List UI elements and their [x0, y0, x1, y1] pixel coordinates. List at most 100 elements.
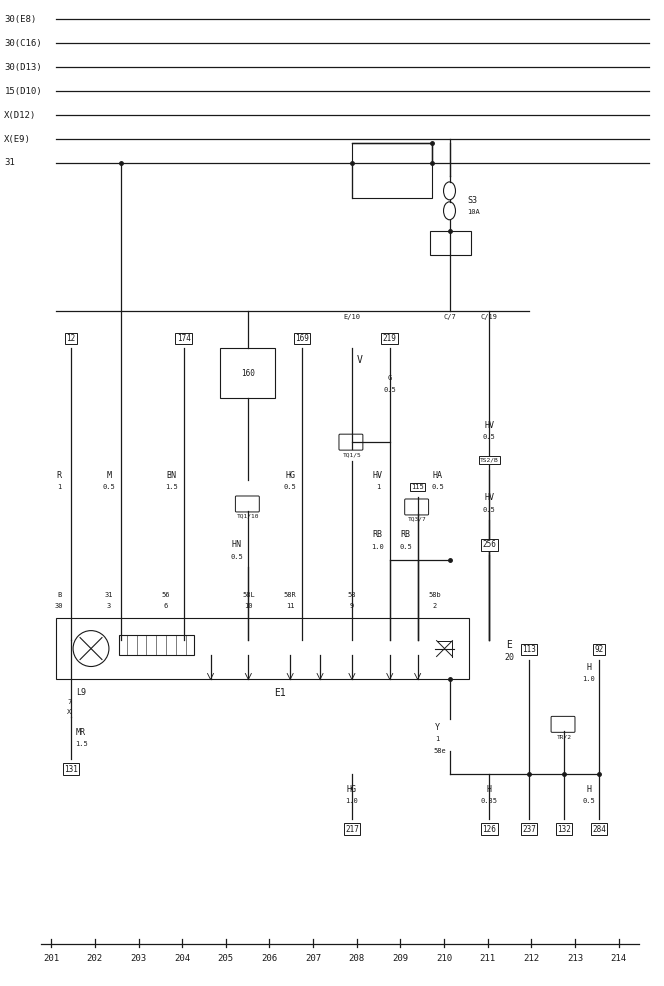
Text: 212: 212 [523, 954, 540, 963]
Text: 210: 210 [436, 954, 452, 963]
Text: HV: HV [484, 421, 494, 430]
Text: 30(E8): 30(E8) [5, 15, 37, 24]
Text: 58: 58 [348, 592, 356, 598]
Text: 20: 20 [504, 653, 514, 662]
Text: HA: HA [432, 470, 443, 479]
Text: 115: 115 [411, 484, 424, 490]
Text: 30(C16): 30(C16) [5, 38, 42, 47]
Text: L9: L9 [76, 688, 86, 697]
Text: C/7: C/7 [443, 315, 456, 320]
Text: G: G [388, 376, 392, 382]
Text: 256: 256 [483, 540, 496, 549]
Text: H: H [586, 663, 592, 672]
Text: Y: Y [435, 723, 440, 732]
Text: 56: 56 [161, 592, 170, 598]
Text: B: B [57, 592, 61, 598]
Text: 7: 7 [67, 699, 71, 705]
Text: 58R: 58R [284, 592, 297, 598]
Text: 31: 31 [5, 159, 15, 168]
Text: HV: HV [484, 493, 494, 503]
Text: V: V [357, 355, 363, 366]
Text: 160: 160 [242, 369, 255, 378]
Text: 203: 203 [130, 954, 147, 963]
Text: 174: 174 [177, 334, 191, 343]
Text: 0.5: 0.5 [483, 434, 496, 440]
Text: TQ3/7: TQ3/7 [408, 517, 427, 522]
Text: 237: 237 [522, 824, 536, 833]
Text: 0.5: 0.5 [230, 554, 243, 560]
Text: 209: 209 [392, 954, 408, 963]
Text: 219: 219 [383, 334, 396, 343]
Text: 9: 9 [350, 602, 354, 608]
Text: 208: 208 [349, 954, 365, 963]
Text: 1.0: 1.0 [371, 544, 384, 550]
Text: 202: 202 [87, 954, 103, 963]
Text: 1.0: 1.0 [345, 798, 359, 805]
Text: 131: 131 [64, 765, 78, 774]
Text: BN: BN [167, 470, 177, 479]
Text: TR/2: TR/2 [556, 735, 572, 740]
Text: 0.5: 0.5 [383, 387, 396, 393]
Text: 1.0: 1.0 [582, 676, 596, 682]
Text: HG: HG [285, 470, 295, 479]
Text: TS2/B: TS2/B [480, 458, 499, 462]
Text: 2: 2 [432, 602, 437, 608]
Text: 214: 214 [611, 954, 627, 963]
Text: 1: 1 [57, 484, 61, 490]
Text: 0.35: 0.35 [481, 798, 498, 805]
Text: 217: 217 [345, 824, 359, 833]
Text: 11: 11 [286, 602, 294, 608]
Text: 58e: 58e [433, 748, 446, 754]
Text: 30: 30 [55, 602, 63, 608]
Text: HN: HN [231, 540, 242, 549]
Text: E/10: E/10 [343, 315, 361, 320]
Text: RB: RB [400, 530, 411, 539]
Text: 30(D13): 30(D13) [5, 63, 42, 72]
Text: 169: 169 [295, 334, 309, 343]
Text: 1: 1 [376, 484, 380, 490]
Text: 205: 205 [218, 954, 234, 963]
Text: 6: 6 [163, 602, 168, 608]
Text: 1.5: 1.5 [74, 741, 88, 747]
Text: 211: 211 [480, 954, 496, 963]
Text: R: R [56, 470, 62, 479]
Text: E: E [507, 640, 512, 650]
Text: 1.5: 1.5 [165, 484, 178, 490]
Text: 0.5: 0.5 [284, 484, 297, 490]
Text: 10A: 10A [467, 209, 480, 215]
Text: 15(D10): 15(D10) [5, 87, 42, 96]
Text: 207: 207 [305, 954, 321, 963]
Text: 31: 31 [105, 592, 113, 598]
Text: 204: 204 [174, 954, 190, 963]
Text: 0.5: 0.5 [582, 798, 596, 805]
Text: X: X [67, 709, 71, 716]
Text: C/19: C/19 [481, 315, 498, 320]
Text: X(E9): X(E9) [5, 134, 31, 144]
Text: TQ1/5: TQ1/5 [343, 453, 361, 458]
Text: 0.5: 0.5 [431, 484, 444, 490]
Text: RB: RB [373, 530, 383, 539]
Text: 1: 1 [436, 737, 440, 742]
Text: 213: 213 [567, 954, 583, 963]
Text: E1: E1 [274, 688, 286, 698]
Text: 132: 132 [557, 824, 571, 833]
Text: 92: 92 [594, 645, 604, 654]
Text: 0.5: 0.5 [399, 544, 412, 550]
Text: TQ1/10: TQ1/10 [237, 514, 260, 519]
Text: 201: 201 [43, 954, 59, 963]
Text: 0.5: 0.5 [483, 507, 496, 513]
Text: H: H [487, 785, 492, 794]
Text: 58b: 58b [428, 592, 441, 598]
Text: HV: HV [373, 470, 383, 479]
Text: MR: MR [76, 728, 86, 737]
Text: X(D12): X(D12) [5, 110, 37, 119]
Text: S3: S3 [467, 196, 477, 205]
Text: 206: 206 [262, 954, 278, 963]
Text: M: M [106, 470, 112, 479]
Text: 0.5: 0.5 [102, 484, 116, 490]
Text: HG: HG [347, 785, 357, 794]
Text: 3: 3 [107, 602, 111, 608]
Text: 10: 10 [244, 602, 252, 608]
Text: 12: 12 [66, 334, 76, 343]
Text: 126: 126 [483, 824, 496, 833]
